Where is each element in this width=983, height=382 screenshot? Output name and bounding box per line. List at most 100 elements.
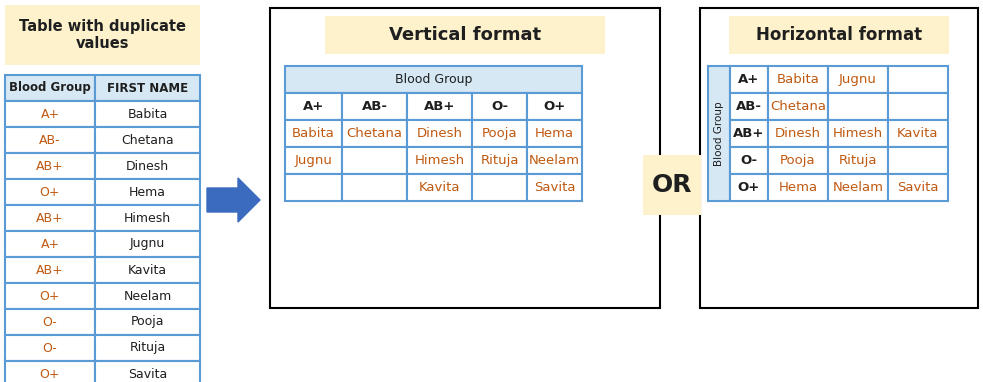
Text: Babita: Babita: [777, 73, 820, 86]
Bar: [342, 120, 407, 147]
Text: AB-: AB-: [39, 133, 61, 147]
Bar: [527, 93, 582, 120]
Text: Kavita: Kavita: [419, 181, 460, 194]
Bar: [527, 147, 582, 174]
Text: Blood Group: Blood Group: [9, 81, 90, 94]
Text: Jugnu: Jugnu: [839, 73, 877, 86]
Text: Rituja: Rituja: [130, 342, 165, 354]
Text: O-: O-: [42, 316, 57, 329]
Bar: [828, 66, 888, 93]
Bar: [828, 93, 888, 120]
Bar: [643, 155, 701, 215]
Text: O+: O+: [39, 367, 60, 380]
Bar: [5, 127, 95, 153]
Text: AB+: AB+: [36, 160, 64, 173]
Bar: [95, 153, 200, 179]
Text: Himesh: Himesh: [124, 212, 171, 225]
Bar: [5, 205, 95, 231]
Bar: [472, 174, 527, 201]
Bar: [95, 309, 200, 335]
Bar: [407, 93, 472, 120]
Text: Dinesh: Dinesh: [775, 127, 821, 140]
Bar: [828, 174, 888, 201]
Text: O-: O-: [42, 342, 57, 354]
Bar: [95, 231, 200, 257]
Text: AB+: AB+: [424, 100, 455, 113]
Bar: [5, 257, 95, 283]
Text: A+: A+: [303, 100, 324, 113]
Bar: [5, 283, 95, 309]
Text: O+: O+: [39, 290, 60, 303]
Text: FIRST NAME: FIRST NAME: [107, 81, 188, 94]
Bar: [888, 93, 948, 120]
Text: Pooja: Pooja: [482, 127, 517, 140]
Text: Chetana: Chetana: [770, 100, 826, 113]
Text: Rituja: Rituja: [838, 154, 877, 167]
Text: Babita: Babita: [292, 127, 335, 140]
Bar: [888, 120, 948, 147]
Bar: [708, 66, 730, 201]
Bar: [5, 5, 200, 65]
Text: O+: O+: [39, 186, 60, 199]
Bar: [285, 93, 342, 120]
Bar: [888, 174, 948, 201]
Text: Kavita: Kavita: [897, 127, 939, 140]
Bar: [95, 283, 200, 309]
Text: A+: A+: [40, 107, 60, 120]
Text: Kavita: Kavita: [128, 264, 167, 277]
Text: O+: O+: [544, 100, 565, 113]
Bar: [472, 147, 527, 174]
Bar: [730, 120, 768, 147]
Bar: [730, 66, 768, 93]
Text: A+: A+: [738, 73, 760, 86]
Bar: [5, 153, 95, 179]
Bar: [95, 361, 200, 382]
Text: Dinesh: Dinesh: [417, 127, 462, 140]
Bar: [527, 174, 582, 201]
Bar: [768, 66, 828, 93]
Text: Babita: Babita: [128, 107, 168, 120]
Text: Blood Group: Blood Group: [714, 101, 724, 166]
Bar: [342, 174, 407, 201]
Bar: [768, 174, 828, 201]
Bar: [342, 147, 407, 174]
Bar: [768, 120, 828, 147]
Bar: [95, 205, 200, 231]
Bar: [325, 16, 605, 54]
Bar: [5, 231, 95, 257]
Bar: [5, 361, 95, 382]
Bar: [5, 101, 95, 127]
Text: OR: OR: [652, 173, 692, 197]
Text: AB-: AB-: [736, 100, 762, 113]
Bar: [768, 93, 828, 120]
Bar: [5, 335, 95, 361]
Bar: [730, 174, 768, 201]
Text: Savita: Savita: [897, 181, 939, 194]
Bar: [5, 179, 95, 205]
Bar: [407, 174, 472, 201]
Text: Neelam: Neelam: [833, 181, 884, 194]
Bar: [888, 66, 948, 93]
Text: Neelam: Neelam: [529, 154, 580, 167]
Bar: [472, 120, 527, 147]
Bar: [527, 120, 582, 147]
Bar: [828, 147, 888, 174]
Text: A+: A+: [40, 238, 60, 251]
Polygon shape: [207, 178, 260, 222]
Text: Rituja: Rituja: [481, 154, 519, 167]
Bar: [95, 179, 200, 205]
Text: AB+: AB+: [733, 127, 765, 140]
Bar: [285, 174, 342, 201]
Text: Horizontal format: Horizontal format: [756, 26, 922, 44]
Text: Jugnu: Jugnu: [295, 154, 332, 167]
Text: Jugnu: Jugnu: [130, 238, 165, 251]
Text: Himesh: Himesh: [415, 154, 465, 167]
Bar: [828, 120, 888, 147]
Text: Pooja: Pooja: [131, 316, 164, 329]
Text: O-: O-: [740, 154, 758, 167]
Text: Vertical format: Vertical format: [389, 26, 541, 44]
Bar: [700, 8, 978, 308]
Text: Table with duplicate
values: Table with duplicate values: [19, 19, 186, 51]
Bar: [285, 147, 342, 174]
Text: O-: O-: [491, 100, 508, 113]
